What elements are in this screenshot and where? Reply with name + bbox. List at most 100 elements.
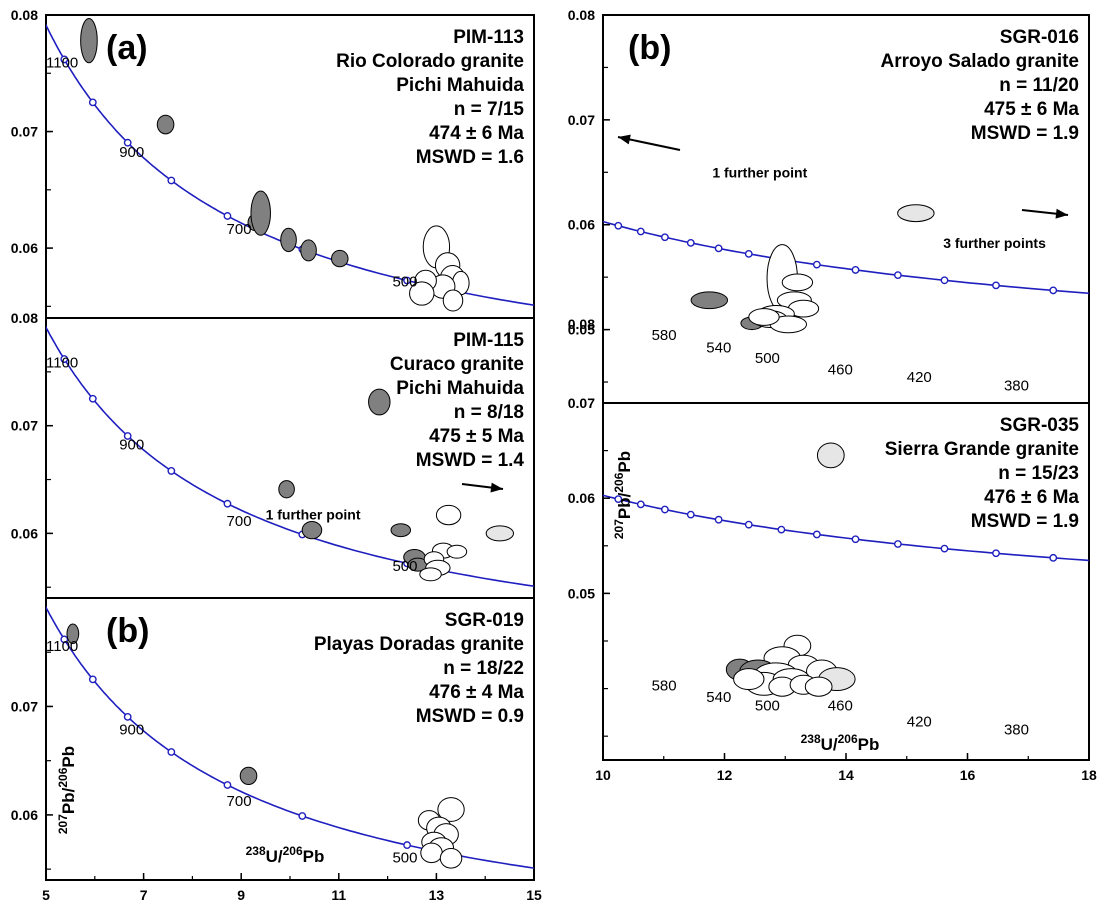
age-label: 540 (706, 689, 731, 706)
sample-info-line: n = 15/23 (998, 463, 1079, 484)
concordia-curve (46, 605, 534, 869)
concordia-curve (46, 325, 534, 588)
x-tick-label: 12 (717, 767, 733, 783)
sample-info-line: MSWD = 1.9 (971, 123, 1079, 144)
age-label: 1100 (46, 638, 78, 655)
sample-info-line: 475 ± 6 Ma (984, 99, 1079, 120)
sample-info-line: Sierra Grande granite (885, 439, 1079, 460)
data-ellipse (368, 388, 391, 416)
arrow-head (1055, 208, 1068, 219)
data-ellipse (897, 204, 935, 223)
y-tick-label: 0.06 (568, 490, 595, 506)
panel-label: (b) (106, 612, 149, 650)
sample-info-line: 474 ± 6 Ma (429, 123, 524, 144)
data-ellipse (301, 521, 323, 540)
y-tick-label: 0.07 (568, 112, 595, 128)
age-marker (298, 812, 307, 820)
data-ellipse (156, 114, 175, 135)
y-tick-label: 0.06 (11, 240, 38, 256)
x-tick-label: 5 (42, 887, 50, 903)
data-ellipse (239, 766, 258, 786)
age-label: 420 (907, 714, 932, 731)
age-label: 700 (227, 513, 252, 530)
plot-area (603, 204, 1089, 334)
panel-1: 1100 900 700 500 0.08 0.07 0.06 PIM-113 Rio Colo… (11, 7, 535, 319)
sample-info-line: n = 8/18 (454, 402, 524, 423)
sample-info-line: n = 7/15 (454, 99, 525, 120)
y-tick-label: 0.08 (568, 316, 595, 332)
age-marker (636, 227, 645, 236)
age-label: 700 (227, 793, 252, 810)
y-tick-label: 0.06 (11, 807, 38, 823)
panel-label: (b) (628, 29, 671, 67)
age-label: 900 (119, 722, 144, 739)
age-marker (88, 394, 97, 403)
further-point-note: 1 further point (266, 506, 361, 522)
sample-info-line: MSWD = 0.9 (416, 706, 524, 727)
sample-info-line: PIM-113 (453, 27, 524, 48)
age-marker (777, 525, 786, 534)
panel-4: 580 540 500 460 420 380 0.08 0.07 0.06 0.05 SGR-01… (568, 7, 1090, 404)
age-marker (744, 249, 753, 258)
age-marker (614, 495, 623, 504)
age-marker (851, 266, 860, 274)
further-point-note: 1 further point (712, 165, 807, 181)
age-marker (636, 500, 645, 509)
age-marker (60, 55, 69, 64)
age-marker (744, 520, 753, 529)
y-tick-label: 0.07 (568, 395, 595, 411)
panel-label: (a) (106, 29, 148, 67)
data-ellipse (442, 289, 464, 312)
sample-info-line: 475 ± 5 Ma (429, 426, 524, 447)
y-tick-label: 0.08 (568, 7, 595, 23)
data-ellipse (748, 308, 780, 326)
arrow-head (490, 482, 503, 493)
age-label: 1100 (46, 54, 78, 71)
sample-info-line: Pichi Mahuida (396, 378, 524, 399)
concordia-curve (603, 220, 1089, 295)
plot-area (46, 17, 534, 312)
age-marker (223, 212, 232, 220)
age-marker (223, 499, 232, 508)
y-tick-label: 0.08 (11, 310, 38, 326)
data-ellipse (420, 842, 443, 864)
x-tick-label: 18 (1081, 767, 1097, 783)
age-marker (60, 355, 69, 363)
y-tick-label: 0.05 (568, 585, 595, 601)
age-marker (851, 535, 860, 544)
data-ellipse (419, 567, 442, 582)
age-marker (992, 549, 1000, 558)
age-label: 500 (392, 558, 417, 575)
sample-info-line: Rio Colorado granite (336, 51, 524, 72)
age-label: 500 (392, 274, 417, 291)
data-ellipse (437, 797, 465, 822)
panel-2: 1100 900 700 500 0.08 0.07 0.06 PIM-115 Curaco g… (11, 310, 535, 599)
sample-info-line: Curaco granite (390, 354, 524, 375)
x-tick-label: 10 (595, 767, 611, 783)
data-ellipse (409, 281, 435, 306)
data-ellipse (278, 480, 295, 499)
y-tick-label: 0.07 (11, 698, 38, 714)
arrow-head (618, 134, 631, 145)
age-marker (88, 98, 97, 107)
data-ellipse (804, 676, 833, 697)
data-ellipse (439, 848, 463, 869)
sample-info-line: SGR-016 (1000, 27, 1079, 48)
age-label: 580 (652, 327, 677, 344)
data-ellipse (80, 17, 98, 64)
age-marker (940, 276, 949, 285)
data-ellipse (733, 668, 765, 691)
age-label: 540 (706, 340, 731, 357)
y-axis-label: 207Pb/206Pb (612, 451, 634, 539)
x-tick-label: 11 (331, 887, 346, 903)
panel-5: 580 540 500 460 420 380 0.07 0.06 0.05 10 12 14 16 18… (568, 395, 1097, 783)
age-label: 900 (119, 144, 144, 161)
x-tick-label: 7 (140, 887, 148, 903)
sample-info-line: MSWD = 1.4 (416, 450, 525, 471)
age-label: 700 (227, 221, 252, 238)
age-label: 580 (652, 678, 677, 695)
age-marker (812, 530, 821, 539)
sample-info-line: n = 18/22 (443, 658, 524, 679)
sample-info-line: n = 11/20 (999, 75, 1079, 96)
age-label: 420 (907, 369, 932, 386)
